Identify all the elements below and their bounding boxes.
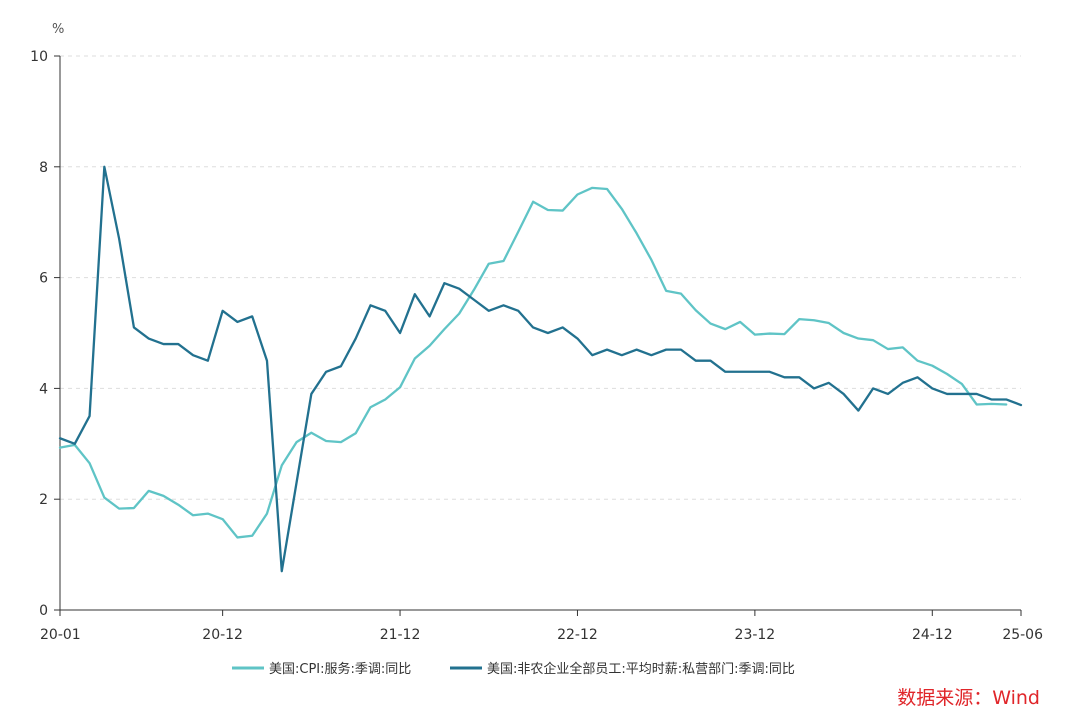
series-line-2 — [58, 165, 1023, 573]
y-tick-label: 10 — [30, 49, 48, 65]
x-tick-label: 24-12 — [912, 627, 953, 643]
y-tick-label: 2 — [39, 492, 48, 508]
x-tick-label: 20-01 — [40, 627, 81, 643]
series-line-1 — [58, 186, 1008, 539]
gridlines — [60, 55, 1021, 500]
axes — [54, 55, 1022, 616]
legend-label-1: 美国:CPI:服务:季调:同比 — [269, 661, 411, 677]
x-tick-label: 21-12 — [380, 627, 421, 643]
source-note: 数据来源：Wind — [897, 687, 1040, 709]
y-tick-label: 8 — [39, 160, 48, 176]
legend: 美国:CPI:服务:季调:同比 美国:非农企业全部员工:平均时薪:私营部门:季调:… — [232, 661, 795, 677]
x-tick-labels: 20-01 20-12 21-12 22-12 23-12 24-12 25-06 — [40, 627, 1043, 643]
x-tick-label: 23-12 — [735, 627, 776, 643]
x-tick-label: 22-12 — [557, 627, 598, 643]
y-tick-label: 4 — [39, 381, 48, 397]
y-tick-label: 6 — [39, 271, 48, 287]
legend-label-2: 美国:非农企业全部员工:平均时薪:私营部门:季调:同比 — [487, 661, 795, 677]
series-lines — [58, 165, 1023, 573]
y-axis-unit: % — [52, 22, 64, 37]
y-tick-label: 0 — [39, 603, 48, 619]
y-tick-labels: 0 2 4 6 8 10 — [30, 49, 48, 619]
x-tick-label: 25-06 — [1002, 627, 1043, 643]
x-tick-label: 20-12 — [202, 627, 243, 643]
